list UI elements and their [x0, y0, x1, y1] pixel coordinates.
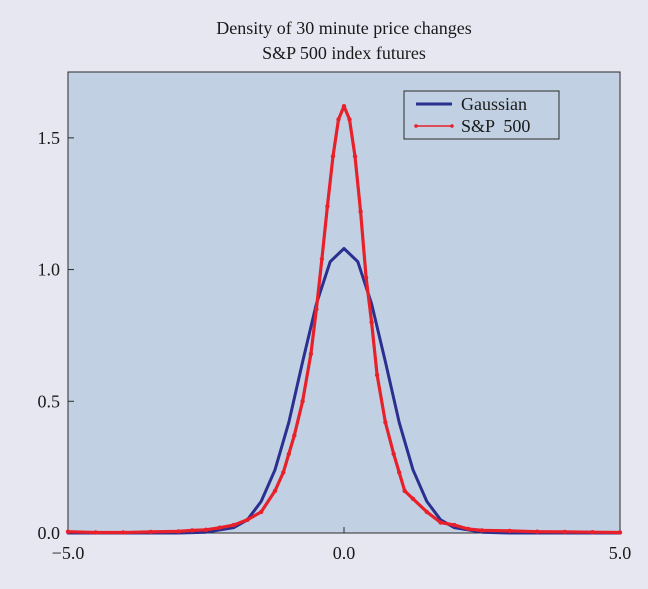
sp500-point	[176, 529, 181, 534]
sp500-point	[363, 275, 369, 280]
sp500-point	[190, 528, 195, 533]
sp500-point	[590, 530, 595, 535]
sp500-point	[397, 470, 402, 475]
legend-label-gaussian: Gaussian	[461, 94, 527, 114]
gaussian-series-line	[66, 247, 622, 535]
legend: Gaussian S&P 500	[403, 90, 560, 140]
sp500-point	[479, 528, 485, 533]
x-tick-label: 0.0	[333, 543, 356, 563]
legend-box	[403, 90, 560, 140]
sp500-point	[341, 104, 347, 109]
sp500-point	[402, 488, 407, 494]
sp500-point	[466, 526, 471, 532]
sp500-point	[308, 351, 314, 357]
sp500-point	[259, 509, 264, 515]
sp500-point	[203, 527, 209, 532]
sp500-point	[347, 117, 352, 122]
sp500-point	[148, 529, 153, 535]
y-tick-label: 1.5	[38, 128, 61, 148]
x-tick-label: 5.0	[609, 543, 632, 563]
y-tick-label: 1.0	[38, 260, 61, 280]
sp500-point	[217, 525, 222, 530]
legend-label-sp500: S&P 500	[461, 116, 530, 136]
sp500-point	[325, 204, 330, 209]
sp500-point	[231, 522, 236, 528]
sp500-point	[562, 529, 567, 535]
sp500-point	[438, 520, 443, 525]
sp500-point	[424, 509, 429, 515]
sp500-point	[452, 522, 457, 528]
plot-area	[67, 71, 621, 534]
sp500-point	[369, 320, 374, 325]
sp500-point	[383, 420, 388, 425]
sp500-point	[507, 528, 512, 534]
sp500-point	[65, 529, 71, 534]
series-layer	[65, 104, 623, 535]
chart-subtitle: S&P 500 index futures	[262, 43, 426, 63]
sp500-point	[292, 433, 297, 438]
sp500-point	[617, 530, 623, 535]
sp500-point	[374, 372, 380, 378]
sp500-point	[121, 530, 126, 535]
sp500-point	[281, 470, 286, 475]
sp500-point	[272, 488, 278, 494]
sp500-point	[352, 154, 358, 159]
legend-swatch-sp500-marker-left	[414, 124, 418, 128]
x-tick-label: −5.0	[52, 543, 85, 563]
legend-swatch-sp500-marker-right	[450, 124, 454, 128]
sp500-point	[300, 399, 305, 404]
sp500-point	[358, 209, 363, 214]
sp500-point	[245, 517, 250, 522]
sp500-point	[314, 306, 319, 312]
sp500-point	[535, 529, 540, 534]
y-axis: 0.0 0.5 1.0 1.5	[38, 128, 74, 543]
sp500-point	[93, 530, 98, 535]
sp500-point	[410, 496, 416, 501]
sp500-point	[391, 451, 396, 457]
sp500-point	[319, 256, 325, 262]
sp500-point	[286, 451, 291, 457]
sp500-series-line	[66, 104, 622, 535]
y-tick-label: 0.0	[38, 523, 61, 543]
sp500-point	[336, 117, 341, 122]
y-tick-label: 0.5	[38, 391, 61, 411]
chart-title: Density of 30 minute price changes	[216, 18, 471, 38]
sp500-point	[330, 154, 336, 159]
